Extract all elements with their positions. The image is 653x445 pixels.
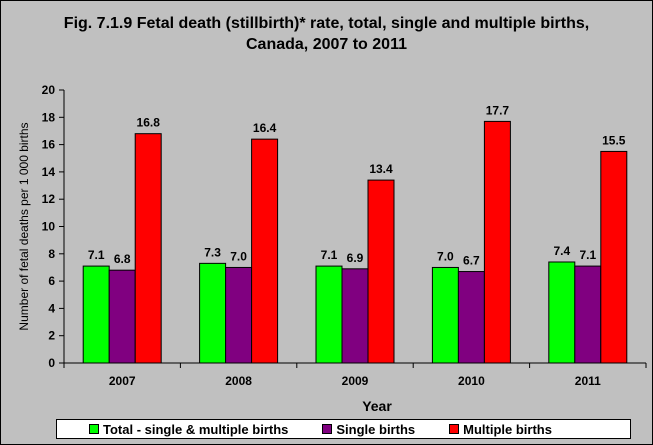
y-axis-title: Number of fetal deaths per 1 000 births xyxy=(17,122,31,330)
data-label: 16.4 xyxy=(253,121,277,135)
bar xyxy=(431,266,459,364)
bar xyxy=(225,266,253,364)
data-label: 16.8 xyxy=(137,116,161,130)
bars xyxy=(82,120,628,364)
chart-title-line-1: Fig. 7.1.9 Fetal death (stillbirth)* rat… xyxy=(63,15,590,32)
bar xyxy=(341,268,369,364)
y-tick-label: 10 xyxy=(42,220,56,234)
x-tick-label: 2010 xyxy=(458,374,485,388)
data-label: 7.0 xyxy=(437,249,454,263)
chart-title: Fig. 7.1.9 Fetal death (stillbirth)* rat… xyxy=(1,13,652,55)
bar xyxy=(483,120,511,364)
legend-label-single: Single births xyxy=(336,421,416,437)
data-label: 7.3 xyxy=(204,245,221,259)
data-labels: 7.1 7.3 7.1 7.0 7.4 6.8 7.0 6.9 6.7 7.1 16.8 16.4 13… xyxy=(88,103,626,267)
data-label: 7.1 xyxy=(88,248,105,262)
y-tick-label: 2 xyxy=(48,329,55,343)
legend: Total - single & multiple births Single … xyxy=(56,419,631,439)
y-tick-label: 16 xyxy=(42,138,56,152)
legend-item-single: Single births xyxy=(322,422,415,437)
bar xyxy=(457,271,485,364)
bar xyxy=(82,265,110,364)
data-label: 7.1 xyxy=(579,248,596,262)
y-tick-label: 8 xyxy=(48,247,55,261)
bar xyxy=(199,262,227,364)
bar xyxy=(108,269,136,364)
x-axis: 2007 2008 2009 2010 2011 xyxy=(63,362,647,388)
y-axis: 0 2 4 6 8 10 12 14 16 18 20 xyxy=(42,83,65,370)
bar xyxy=(134,133,162,364)
legend-item-multiple: Multiple births xyxy=(449,422,552,437)
bar xyxy=(574,265,602,364)
data-label: 15.5 xyxy=(602,133,626,147)
x-tick-label: 2008 xyxy=(225,374,252,388)
bar xyxy=(600,150,628,364)
bar xyxy=(251,138,279,364)
x-tick-label: 2011 xyxy=(575,374,601,388)
chart-title-line-2: Canada, 2007 to 2011 xyxy=(246,36,407,53)
y-tick-label: 6 xyxy=(48,274,55,288)
x-axis-title: Year xyxy=(362,398,392,414)
x-tick-label: 2007 xyxy=(109,374,136,388)
x-tick-label: 2009 xyxy=(342,374,369,388)
bar xyxy=(367,179,395,364)
data-label: 6.7 xyxy=(463,254,480,268)
data-label: 13.4 xyxy=(369,162,393,176)
y-tick-label: 18 xyxy=(42,110,56,124)
data-label: 7.0 xyxy=(230,249,247,263)
data-label: 7.4 xyxy=(553,244,570,258)
bar xyxy=(315,265,343,364)
bar xyxy=(548,261,576,364)
y-tick-label: 14 xyxy=(42,165,56,179)
legend-swatch-single xyxy=(322,424,333,434)
y-tick-label: 0 xyxy=(48,356,55,370)
data-label: 7.1 xyxy=(321,248,338,262)
y-tick-label: 20 xyxy=(42,83,56,97)
legend-label-total: Total - single & multiple births xyxy=(103,421,289,437)
data-label: 6.8 xyxy=(114,252,131,266)
legend-swatch-total xyxy=(89,424,99,434)
legend-swatch-multiple xyxy=(449,424,460,434)
data-label: 17.7 xyxy=(486,103,510,117)
y-tick-label: 4 xyxy=(48,301,55,315)
legend-item-total: Total - single & multiple births xyxy=(89,422,288,437)
data-label: 6.9 xyxy=(347,251,364,265)
legend-label-multiple: Multiple births xyxy=(463,421,552,437)
y-tick-label: 12 xyxy=(42,192,56,206)
